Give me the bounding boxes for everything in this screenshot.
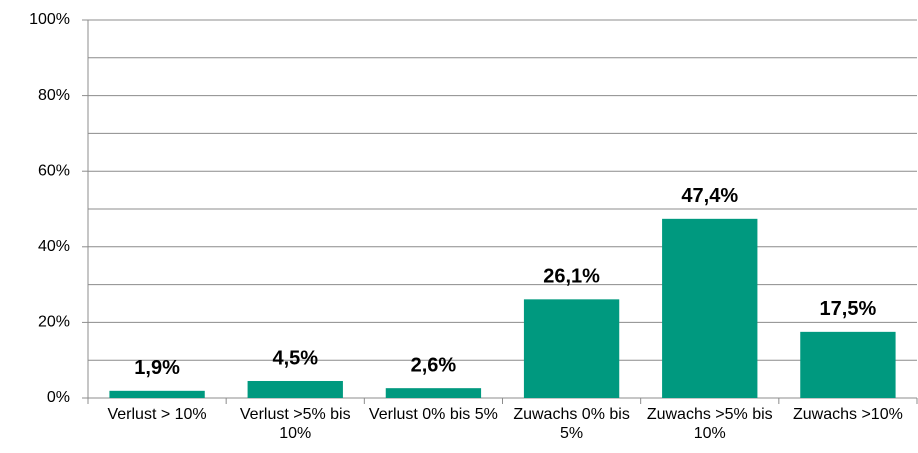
x-tick-label: Verlust > 10% [107, 406, 207, 423]
x-tick-label: Zuwachs >5% bis 10% [646, 406, 773, 442]
x-tick-label: Zuwachs 0% bis 5% [513, 406, 630, 442]
bar [109, 390, 205, 398]
y-tick-label: 60% [38, 162, 70, 179]
data-label: 47,4% [681, 185, 738, 207]
data-label: 2,6% [411, 354, 457, 376]
data-label: 1,9% [134, 357, 180, 379]
y-tick-label: 20% [38, 314, 70, 331]
y-tick-label: 80% [38, 87, 70, 104]
x-tick-label: Verlust 0% bis 5% [368, 406, 498, 423]
y-tick-label: 0% [47, 389, 70, 406]
bar [523, 299, 620, 398]
data-label: 17,5% [820, 298, 877, 320]
data-label: 26,1% [543, 266, 600, 288]
bar [800, 331, 896, 398]
bar [385, 388, 482, 398]
y-tick-label: 40% [38, 238, 70, 255]
bar [662, 218, 758, 398]
y-tick-label: 100% [29, 11, 70, 28]
x-tick-label: Verlust >5% bis 10% [239, 406, 351, 442]
data-label: 4,5% [272, 347, 318, 369]
bar [247, 380, 343, 398]
x-tick-label: Zuwachs >10% [792, 406, 903, 423]
